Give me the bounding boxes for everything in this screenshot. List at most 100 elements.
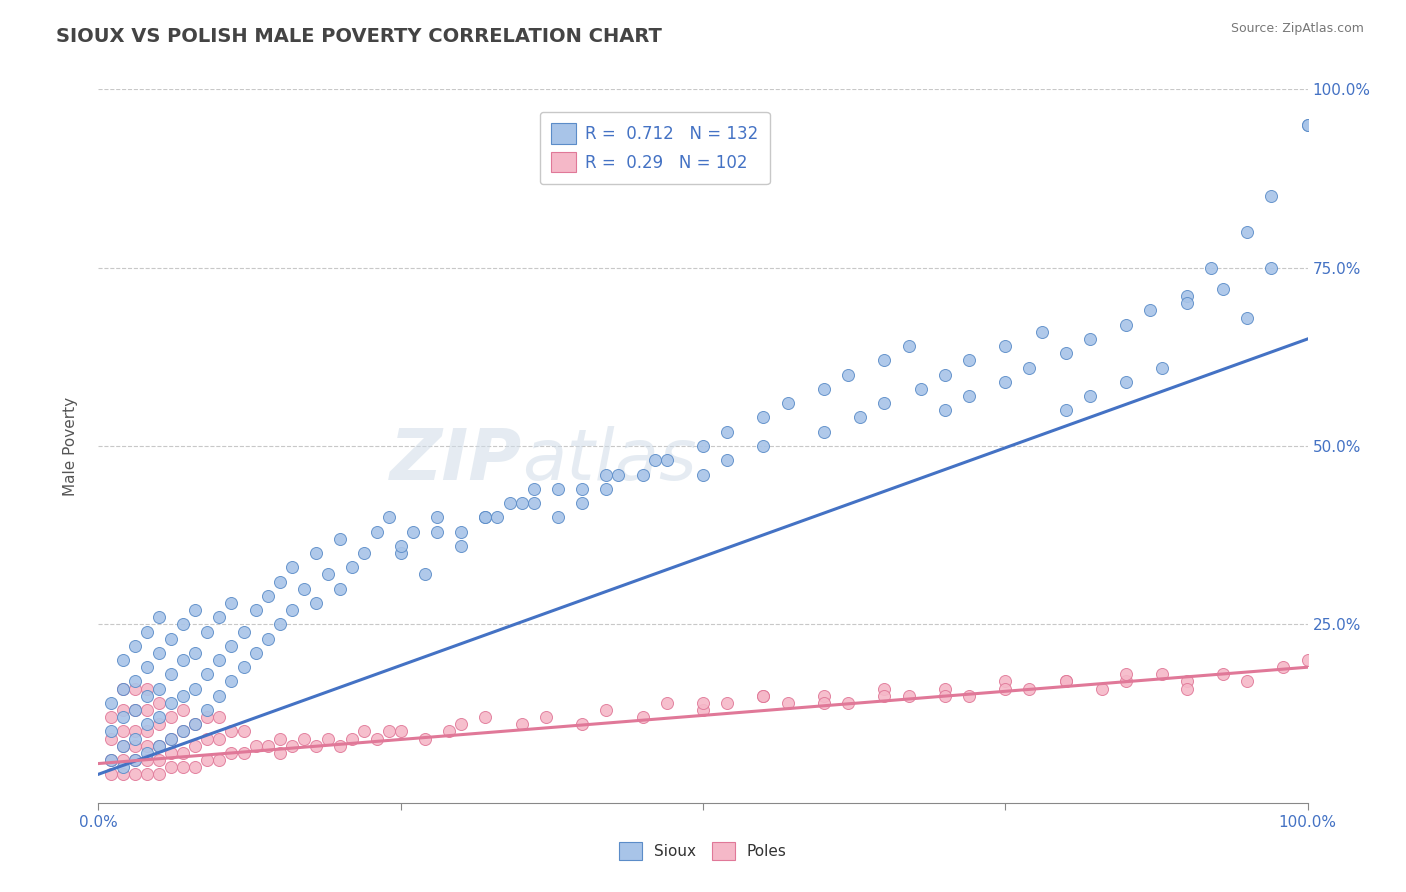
Point bbox=[100, 696, 122, 710]
Point bbox=[160, 667, 183, 681]
Point bbox=[1078, 332, 1101, 346]
Point bbox=[776, 696, 799, 710]
Point bbox=[172, 703, 194, 717]
Point bbox=[1031, 325, 1053, 339]
Point bbox=[292, 731, 315, 746]
Point bbox=[135, 681, 157, 696]
Point bbox=[100, 753, 122, 767]
Point bbox=[752, 689, 775, 703]
Point bbox=[135, 724, 157, 739]
Point bbox=[1018, 360, 1040, 375]
Point bbox=[221, 674, 243, 689]
Point bbox=[316, 731, 339, 746]
Point bbox=[1054, 674, 1077, 689]
Point bbox=[111, 739, 134, 753]
Point bbox=[124, 739, 146, 753]
Point bbox=[1212, 667, 1234, 681]
Point bbox=[124, 753, 146, 767]
Point bbox=[221, 596, 243, 610]
Point bbox=[100, 710, 122, 724]
Point bbox=[316, 567, 339, 582]
Text: atlas: atlas bbox=[522, 425, 696, 495]
Point bbox=[897, 339, 920, 353]
Point bbox=[692, 467, 714, 482]
Point bbox=[232, 660, 254, 674]
Point bbox=[994, 681, 1017, 696]
Point bbox=[208, 610, 231, 624]
Point bbox=[1296, 118, 1319, 132]
Point bbox=[111, 681, 134, 696]
Text: ZIP: ZIP bbox=[389, 425, 522, 495]
Point bbox=[389, 546, 412, 560]
Point bbox=[148, 739, 170, 753]
Point bbox=[1091, 681, 1114, 696]
Point bbox=[342, 560, 364, 574]
Point bbox=[1054, 674, 1077, 689]
Point bbox=[716, 425, 738, 439]
Point bbox=[752, 689, 775, 703]
Point bbox=[111, 753, 134, 767]
Point bbox=[595, 703, 617, 717]
Point bbox=[849, 410, 872, 425]
Point bbox=[195, 710, 218, 724]
Point bbox=[934, 681, 956, 696]
Point bbox=[329, 582, 352, 596]
Point bbox=[873, 689, 896, 703]
Point bbox=[994, 375, 1017, 389]
Point bbox=[232, 746, 254, 760]
Point bbox=[571, 717, 593, 731]
Point bbox=[910, 382, 932, 396]
Point bbox=[184, 681, 207, 696]
Point bbox=[124, 731, 146, 746]
Point bbox=[305, 546, 328, 560]
Point bbox=[184, 760, 207, 774]
Point bbox=[148, 717, 170, 731]
Point bbox=[281, 603, 304, 617]
Point bbox=[1175, 289, 1198, 303]
Point bbox=[124, 703, 146, 717]
Point bbox=[1260, 189, 1282, 203]
Point bbox=[595, 482, 617, 496]
Point bbox=[329, 739, 352, 753]
Point bbox=[389, 724, 412, 739]
Point bbox=[184, 646, 207, 660]
Point bbox=[208, 689, 231, 703]
Point bbox=[498, 496, 520, 510]
Point bbox=[366, 524, 388, 539]
Point bbox=[957, 389, 980, 403]
Point bbox=[256, 632, 278, 646]
Point bbox=[111, 724, 134, 739]
Point bbox=[135, 717, 157, 731]
Point bbox=[1175, 681, 1198, 696]
Point bbox=[100, 731, 122, 746]
Point bbox=[281, 739, 304, 753]
Point bbox=[184, 739, 207, 753]
Point bbox=[1115, 318, 1137, 332]
Point bbox=[135, 753, 157, 767]
Point bbox=[873, 353, 896, 368]
Point bbox=[813, 696, 835, 710]
Point bbox=[160, 760, 183, 774]
Point bbox=[124, 639, 146, 653]
Point bbox=[607, 467, 630, 482]
Point bbox=[366, 731, 388, 746]
Point bbox=[195, 731, 218, 746]
Point bbox=[474, 710, 496, 724]
Point bbox=[1139, 303, 1161, 318]
Point bbox=[1054, 346, 1077, 360]
Point bbox=[1152, 360, 1174, 375]
Y-axis label: Male Poverty: Male Poverty bbox=[63, 396, 77, 496]
Point bbox=[329, 532, 352, 546]
Point bbox=[631, 467, 654, 482]
Point bbox=[256, 589, 278, 603]
Point bbox=[172, 724, 194, 739]
Point bbox=[172, 689, 194, 703]
Point bbox=[124, 753, 146, 767]
Point bbox=[208, 753, 231, 767]
Point bbox=[776, 396, 799, 410]
Point bbox=[100, 767, 122, 781]
Point bbox=[269, 574, 291, 589]
Point bbox=[450, 717, 472, 731]
Point bbox=[100, 753, 122, 767]
Point bbox=[256, 739, 278, 753]
